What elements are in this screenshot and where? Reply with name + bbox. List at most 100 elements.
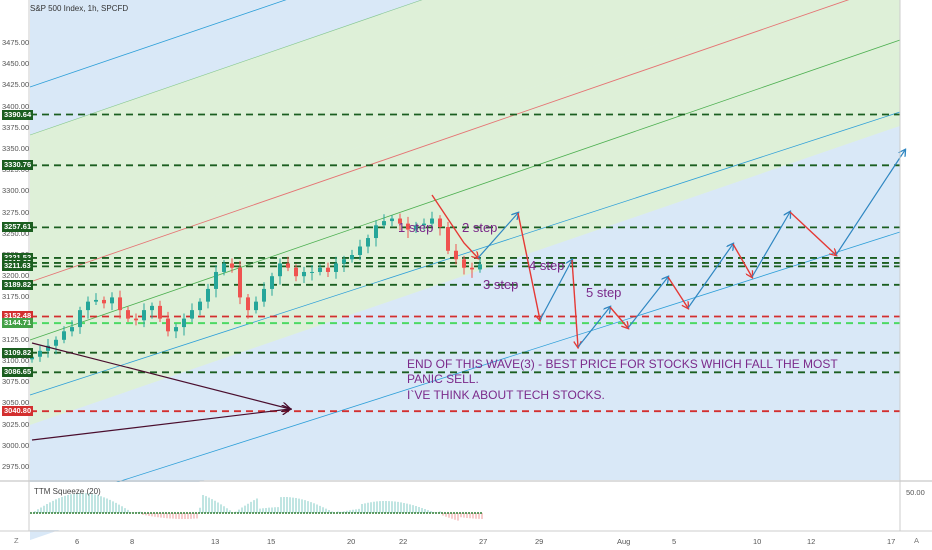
candle-body <box>430 218 434 224</box>
candle-body <box>462 259 466 268</box>
y-tick-label: 3300.00 <box>2 186 30 196</box>
channel-line-upper <box>29 0 423 136</box>
candle-body <box>414 225 418 230</box>
x-tick-label: 10 <box>753 537 762 546</box>
candle-body <box>422 223 426 226</box>
forecast-arrows <box>431 150 905 348</box>
candle-body <box>198 301 202 311</box>
step-arrow-up-1 <box>477 213 518 259</box>
step-label-3[interactable]: 3 step <box>483 277 519 292</box>
price-level-badge: 3211.63 <box>2 261 33 272</box>
x-tick-label: 22 <box>399 537 408 546</box>
y-tick-label: 3250.00 <box>2 228 30 238</box>
step-label-2[interactable]: 2 step <box>462 220 498 235</box>
candle-body <box>446 227 450 251</box>
candle-body <box>30 356 34 360</box>
candle-body <box>334 263 338 272</box>
price-level-badge: 3330.76 <box>2 160 34 171</box>
candle-body <box>262 288 266 302</box>
x-tick-label: 8 <box>130 537 135 546</box>
candle-body <box>238 267 242 298</box>
candle-body <box>134 318 138 321</box>
candle-body <box>102 299 106 304</box>
candle-body <box>62 331 66 340</box>
candle-body <box>70 327 74 332</box>
auto-scale-corner-right[interactable]: A <box>914 536 920 545</box>
candle-body <box>278 263 282 277</box>
x-tick-label: 13 <box>211 537 220 546</box>
x-tick-label: 27 <box>479 537 488 546</box>
candle-body <box>150 305 154 311</box>
y-tick-label: 3050.00 <box>2 398 30 408</box>
candle-body <box>382 221 386 226</box>
step-arrow-down-3 <box>571 259 578 347</box>
candle-body <box>54 339 58 346</box>
channel-line-lower <box>29 111 901 396</box>
candle-body <box>94 299 98 302</box>
price-level-badge: 3144.71 <box>2 318 34 329</box>
candle-body <box>294 267 298 277</box>
note-line-3[interactable]: I`VE THINK ABOUT TECH STOCKS. <box>407 388 605 402</box>
candle-body <box>358 246 362 255</box>
timezone-corner-left[interactable]: Z <box>14 536 19 545</box>
step-arrow-down-1 <box>431 194 478 258</box>
maroon-arrow-lower <box>31 409 290 441</box>
price-level-badge: 3086.65 <box>2 367 34 378</box>
candle-body <box>126 310 130 319</box>
x-tick-label: Aug <box>617 537 631 546</box>
price-level-badge: 3221.52 <box>2 252 34 263</box>
price-level-badge: 3189.82 <box>2 279 34 290</box>
channel-median-red <box>29 0 850 283</box>
candle-body <box>222 263 226 272</box>
step-arrow-up-2 <box>539 260 572 321</box>
candle-body <box>342 259 346 264</box>
price-level-lines <box>30 113 900 413</box>
chart-title: S&P 500 Index, 1h, SPCFD <box>30 4 129 13</box>
candle-body <box>86 301 90 311</box>
candle-body <box>38 350 42 357</box>
candle-body <box>166 318 170 332</box>
candle-body <box>302 271 306 277</box>
ttm-squeeze-histogram <box>34 493 483 521</box>
y-tick-label: 3100.00 <box>2 356 30 365</box>
candle-body <box>438 218 442 228</box>
y-tick-label: 3425.00 <box>2 80 30 90</box>
step-label-5[interactable]: 5 step <box>586 285 622 300</box>
x-tick-label: 6 <box>75 537 80 546</box>
channel-line-bottom <box>29 231 901 511</box>
price-level-badge: 3390.64 <box>2 109 34 120</box>
channel-line-mid-green <box>29 39 901 341</box>
candle-body <box>230 263 234 268</box>
candle-body <box>174 327 178 332</box>
candle-body <box>286 263 290 268</box>
indicator-axis-value: 50.00 <box>906 488 925 497</box>
note-line-1[interactable]: END OF THIS WAVE(3) - BEST PRICE FOR STO… <box>407 357 838 371</box>
candle-body <box>254 301 258 311</box>
step-label-1[interactable]: 1 step <box>398 220 434 235</box>
candle-body <box>398 218 402 224</box>
step-arrow-down-6 <box>732 243 752 277</box>
candle-body <box>206 288 210 302</box>
step-arrow-down-4 <box>609 306 628 328</box>
x-tick-label: 17 <box>887 537 896 546</box>
y-tick-label: 3025.00 <box>2 419 30 429</box>
price-level-badge: 3257.61 <box>2 222 34 233</box>
step-label-4[interactable]: 4 step <box>529 258 565 273</box>
candle-body <box>142 310 146 321</box>
indicator-label[interactable]: TTM Squeeze (20) <box>34 487 101 496</box>
channel-line-top <box>29 0 287 88</box>
y-tick-label: 3125.00 <box>2 334 30 344</box>
candle-body <box>478 264 482 270</box>
channel-blue-fill-2 <box>30 115 932 480</box>
step-arrow-down-2 <box>517 212 540 320</box>
candle-body <box>118 297 122 311</box>
candle-body <box>454 250 458 260</box>
step-arrow-up-3 <box>577 307 610 348</box>
price-level-badge: 3152.48 <box>2 311 34 322</box>
note-line-2[interactable]: PANIC SELL. <box>407 372 479 386</box>
x-tick-label: 15 <box>267 537 276 546</box>
candle-body <box>310 271 314 273</box>
y-tick-label: 3275.00 <box>2 207 30 217</box>
candle-body <box>158 305 162 319</box>
